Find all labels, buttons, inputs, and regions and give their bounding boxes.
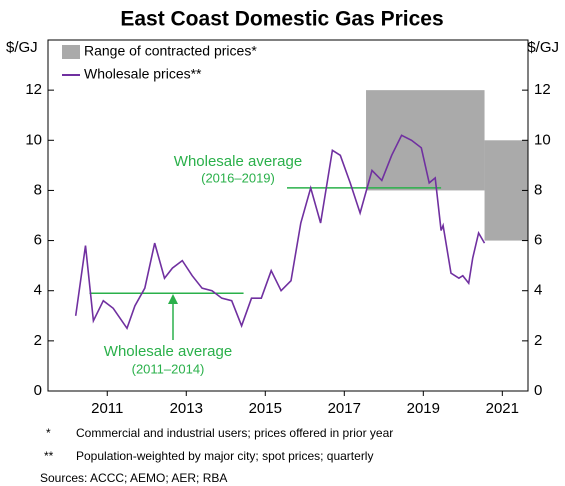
legend-swatch [62,45,80,59]
x-tick-label: 2015 [249,400,282,417]
y-tick-label: 8 [534,181,542,198]
x-tick-label: 2019 [407,400,440,417]
y-tick-label: 8 [34,181,42,198]
y-tick-label: 0 [534,382,542,399]
legend-label: Wholesale prices** [84,66,202,82]
range-box [484,140,528,241]
y-tick-label: 2 [534,332,542,349]
x-tick-label: 2021 [486,400,519,417]
x-tick-label: 2011 [91,400,123,417]
chart-title: East Coast Domestic Gas Prices [120,8,443,31]
y-unit-left: $/GJ [6,39,38,56]
footnote-text: Commercial and industrial users; prices … [76,426,393,440]
y-tick-label: 2 [34,332,42,349]
average-label: Wholesale average [104,343,232,360]
footnote-text: Population-weighted by major city; spot … [76,449,373,463]
y-unit-right: $/GJ [527,39,559,56]
footnote-mark: ** [44,449,54,463]
arrow-head [168,294,178,304]
x-tick-label: 2017 [328,400,361,417]
y-tick-label: 6 [534,232,542,249]
range-box [366,90,485,191]
average-period: (2016–2019) [201,170,275,185]
y-tick-label: 10 [534,131,551,148]
plot-frame [47,39,529,392]
x-tick-label: 2013 [170,400,203,417]
footnote-mark: * [46,426,51,440]
price-line [74,134,486,331]
y-tick-label: 0 [34,382,42,399]
legend-label: Range of contracted prices* [84,43,257,59]
y-tick-label: 12 [25,81,42,98]
y-tick-label: 6 [34,232,42,249]
y-tick-label: 10 [25,131,42,148]
sources: Sources: ACCC; AEMO; AER; RBA [40,471,227,485]
average-label: Wholesale average [174,153,302,170]
y-tick-label: 12 [534,81,551,98]
y-tick-label: 4 [34,282,42,299]
average-period: (2011–2014) [132,361,205,376]
y-tick-label: 4 [534,282,542,299]
